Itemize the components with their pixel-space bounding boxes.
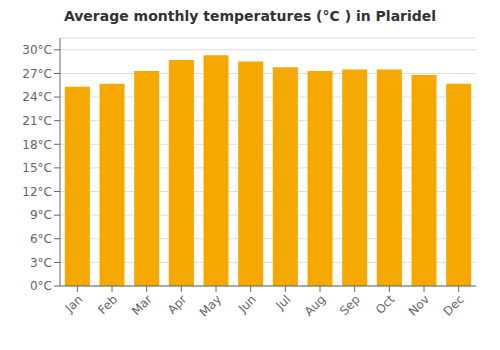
svg-text:9°C: 9°C: [30, 208, 52, 222]
svg-text:Sep: Sep: [337, 292, 363, 318]
svg-text:Apr: Apr: [165, 292, 190, 317]
svg-text:Jan: Jan: [62, 292, 86, 316]
svg-text:Mar: Mar: [129, 292, 155, 318]
svg-text:27°C: 27°C: [22, 67, 52, 81]
svg-text:12°C: 12°C: [22, 185, 52, 199]
svg-text:Aug: Aug: [302, 292, 328, 318]
svg-text:Jul: Jul: [273, 292, 294, 313]
svg-text:Jun: Jun: [235, 292, 259, 316]
svg-text:Feb: Feb: [95, 292, 120, 317]
svg-text:Nov: Nov: [406, 292, 432, 318]
svg-text:Oct: Oct: [373, 292, 398, 317]
svg-text:30°C: 30°C: [22, 43, 52, 57]
svg-text:24°C: 24°C: [22, 90, 52, 104]
svg-text:Dec: Dec: [440, 292, 466, 318]
svg-text:3°C: 3°C: [30, 256, 52, 270]
svg-text:21°C: 21°C: [22, 114, 52, 128]
svg-text:15°C: 15°C: [22, 161, 52, 175]
svg-text:0°C: 0°C: [30, 279, 52, 293]
html-text:Average monthly temperatures (: Average monthly temperatures (°C ) in Pl…: [63, 8, 437, 24]
svg-text:6°C: 6°C: [30, 232, 52, 246]
svg-text:May: May: [197, 292, 224, 319]
svg-text:18°C: 18°C: [22, 138, 52, 152]
